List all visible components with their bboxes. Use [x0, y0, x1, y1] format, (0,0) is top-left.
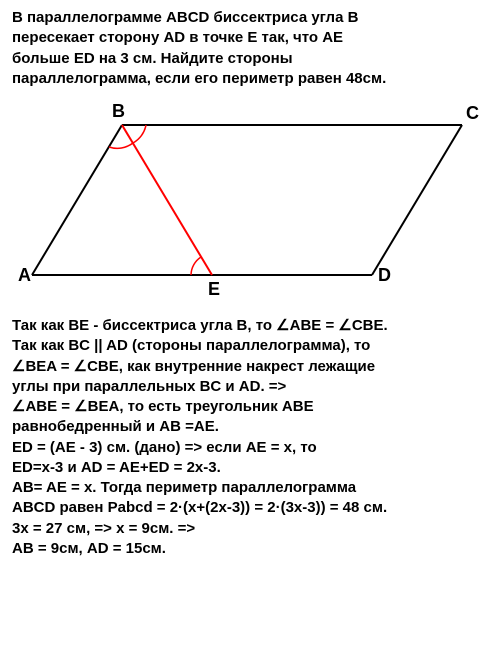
solution-line: 3x = 27 см, => x = 9см. => [12, 519, 488, 539]
problem-line: больше ED на 3 см. Найдите стороны [12, 50, 293, 67]
label-c: C [466, 103, 479, 123]
side-ab [32, 125, 122, 275]
label-e: E [208, 279, 220, 299]
solution-text: Так как BE - биссектриса угла B, то ∠ABE… [12, 316, 488, 559]
problem-line: пересекает сторону AD в точке E так, что… [12, 29, 343, 46]
solution-line: углы при параллельных BC и AD. => [12, 377, 488, 397]
solution-line: Так как BC || AD (стороны параллелограмм… [12, 336, 488, 356]
label-a: A [18, 265, 31, 285]
solution-line: равнобедренный и AB =AE. [12, 417, 488, 437]
side-cd [372, 125, 462, 275]
solution-line: AB= AE = x. Тогда периметр параллелограм… [12, 478, 488, 498]
angle-arc-e [191, 257, 201, 275]
problem-statement: В параллелограмме ABCD биссектриса угла … [12, 8, 488, 89]
solution-line: ABCD равен Pabcd = 2·(x+(2x-3)) = 2·(3x-… [12, 498, 488, 518]
solution-line: ∠BEA = ∠CBE, как внутренние накрест лежа… [12, 357, 488, 377]
solution-line: ED=x-3 и AD = AE+ED = 2x-3. [12, 458, 488, 478]
label-b: B [112, 101, 125, 121]
angle-arc-b1 [109, 143, 133, 148]
problem-line: параллелограмма, если его периметр равен… [12, 70, 386, 87]
bisector-be [122, 125, 212, 275]
solution-line: ∠ABE = ∠BEA, то есть треугольник ABE [12, 397, 488, 417]
angle-arc-b2 [133, 125, 146, 143]
label-d: D [378, 265, 391, 285]
solution-line: Так как BE - биссектриса угла B, то ∠ABE… [12, 316, 488, 336]
solution-line: ED = (AE - 3) см. (дано) => если AE = x,… [12, 438, 488, 458]
solution-line: AB = 9см, AD = 15см. [12, 539, 488, 559]
parallelogram-diagram: A B C D E [12, 95, 488, 305]
problem-line: В параллелограмме ABCD биссектриса угла … [12, 9, 358, 26]
